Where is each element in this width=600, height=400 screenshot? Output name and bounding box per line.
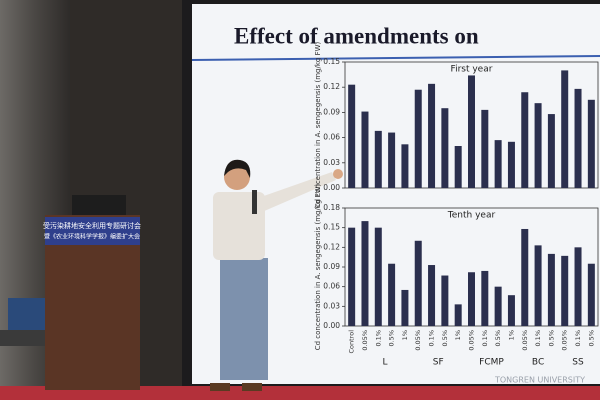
y-axis-label: Cd concentration in A. sengegensis (mg/k… xyxy=(314,41,322,208)
y-tick-label: 0.00 xyxy=(323,321,340,330)
bar xyxy=(521,228,529,326)
y-tick-label: 0.06 xyxy=(323,133,340,142)
bar xyxy=(361,111,369,188)
x-tick-label: 0.05% xyxy=(521,330,529,351)
bar xyxy=(428,265,436,326)
bar xyxy=(481,270,489,326)
bar xyxy=(494,140,502,188)
bar xyxy=(468,75,475,188)
bar xyxy=(374,130,382,188)
x-tick-label: 0.1% xyxy=(481,330,489,347)
x-tick-label: 0.1% xyxy=(428,330,436,347)
x-tick-label: 0.1% xyxy=(374,330,382,347)
bar xyxy=(441,108,449,188)
y-tick-label: 0.03 xyxy=(323,301,340,310)
bar xyxy=(401,144,409,188)
bar xyxy=(587,99,595,188)
bar xyxy=(521,92,529,188)
y-tick-label: 0.06 xyxy=(323,282,340,291)
y-axis-label: Cd concentration in A. sengegensis (mg/k… xyxy=(314,183,322,350)
panel-title: First year xyxy=(451,65,493,75)
panel-title: Tenth year xyxy=(447,211,496,221)
x-tick-label: 0.05% xyxy=(468,330,476,351)
x-tick-label: 1% xyxy=(454,330,462,340)
stage-floor xyxy=(0,386,600,400)
bar xyxy=(494,286,502,326)
group-label: BC xyxy=(532,358,544,368)
bar xyxy=(547,114,555,188)
bar xyxy=(534,245,542,326)
y-tick-label: 0.09 xyxy=(323,262,340,271)
x-tick-label: Control xyxy=(348,330,356,354)
microphone xyxy=(252,190,257,214)
banner-text: 受污染耕地安全利用专题研讨会 xyxy=(43,221,141,230)
x-tick-label: 0.5% xyxy=(494,330,502,347)
bar xyxy=(481,109,489,188)
y-tick-label: 0.15 xyxy=(323,223,340,232)
group-label: L xyxy=(382,358,387,368)
x-tick-label: 0.5% xyxy=(547,330,555,347)
bar xyxy=(428,83,436,188)
y-tick-label: 0.12 xyxy=(323,82,340,91)
bar xyxy=(561,70,569,188)
group-label: SS xyxy=(572,358,584,368)
shoe xyxy=(210,383,230,391)
bar xyxy=(374,227,382,326)
y-tick-label: 0.18 xyxy=(323,203,340,212)
bar xyxy=(587,263,595,326)
shoe xyxy=(242,383,262,391)
podium-banner xyxy=(45,217,140,245)
bar xyxy=(574,247,582,326)
banner-text: 暨《农业环境科学学报》编委扩大会 xyxy=(44,233,140,241)
bar xyxy=(348,227,356,326)
bar xyxy=(388,132,396,188)
y-tick-label: 0.00 xyxy=(323,183,340,192)
arm xyxy=(258,172,336,212)
x-tick-label: 0.1% xyxy=(574,330,582,347)
bar xyxy=(561,255,569,326)
x-tick-label: 0.05% xyxy=(361,330,369,351)
shirt xyxy=(213,192,265,260)
hand xyxy=(333,169,343,179)
x-tick-label: 0.5% xyxy=(441,330,449,347)
bar xyxy=(547,253,555,326)
slide-title: Effect of amendments on xyxy=(234,23,479,48)
group-label: SF xyxy=(433,358,444,368)
x-tick-label: 0.05% xyxy=(414,330,422,351)
bar xyxy=(401,289,409,326)
bar xyxy=(468,272,475,326)
bar xyxy=(534,103,542,188)
slide-rule xyxy=(191,55,600,61)
bar xyxy=(414,89,422,188)
y-tick-label: 0.12 xyxy=(323,242,340,251)
bar xyxy=(441,275,449,326)
bar xyxy=(574,88,582,188)
bar xyxy=(414,240,422,326)
watermark: TONGREN UNIVERSITY xyxy=(494,376,585,385)
bar xyxy=(388,263,396,326)
x-tick-label: 0.05% xyxy=(561,330,569,351)
bar xyxy=(454,146,462,188)
group-label: FCMP xyxy=(479,358,504,368)
y-tick-label: 0.15 xyxy=(323,57,340,66)
hair xyxy=(224,159,251,178)
jeans xyxy=(220,258,268,380)
x-tick-label: 0.5% xyxy=(587,330,595,347)
head xyxy=(224,164,250,190)
y-tick-label: 0.09 xyxy=(323,107,340,116)
bar xyxy=(348,84,356,188)
podium-monitor xyxy=(72,195,126,217)
bar xyxy=(454,304,462,326)
x-tick-label: 0.5% xyxy=(388,330,396,347)
bar xyxy=(507,295,515,326)
x-tick-label: 1% xyxy=(507,330,515,340)
x-tick-label: 1% xyxy=(401,330,409,340)
x-tick-label: 0.1% xyxy=(534,330,542,347)
y-tick-label: 0.03 xyxy=(323,158,340,167)
bar xyxy=(507,141,515,188)
bar xyxy=(361,221,369,326)
